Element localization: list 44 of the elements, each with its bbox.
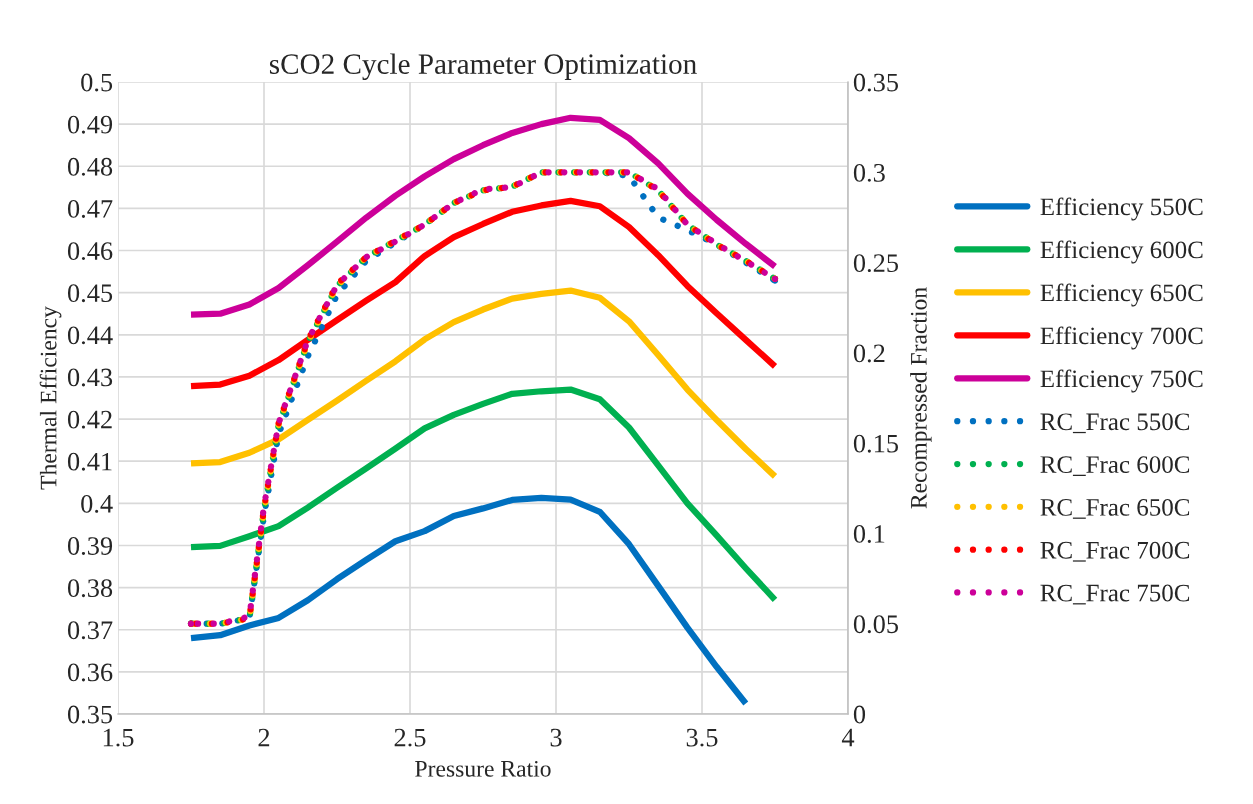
legend-label: RC_Frac 550C <box>1040 413 1190 434</box>
y-tick-label: 0.39 <box>67 537 113 555</box>
y2-tick-label: 0.1 <box>853 525 885 543</box>
y-tick-label: 0.45 <box>67 284 113 303</box>
legend-label: RC_Frac 650C <box>1040 498 1190 519</box>
y-tick-label: 0.46 <box>67 242 113 261</box>
legend-label: Efficiency 600C <box>1040 240 1203 264</box>
legend-label: Efficiency 750C <box>1040 369 1203 393</box>
legend-label: RC_Frac 600C <box>1040 456 1190 476</box>
x-tick-label: 2 <box>258 728 270 747</box>
x-tick-label: 1.5 <box>103 728 134 747</box>
y-axis-title: Thermal Efficiency <box>39 306 62 490</box>
y-tick-label: 0.44 <box>67 326 113 345</box>
y2-tick-label: 0.15 <box>853 434 899 453</box>
y-tick-label: 0.5 <box>81 73 113 92</box>
legend-label: RC_Frac 700C <box>1040 541 1190 562</box>
y-tick-label: 0.43 <box>67 368 113 387</box>
y2-axis-title: Recompressed Fraction <box>910 287 932 509</box>
y-tick-label: 0.37 <box>67 621 113 640</box>
x-tick-label: 3.5 <box>686 728 718 747</box>
y-tick-label: 0.49 <box>67 115 113 134</box>
y-tick-label: 0.38 <box>67 579 113 598</box>
y-tick-label: 0.42 <box>67 410 112 429</box>
chart-title: sCO2 Cycle Parameter Optimization <box>269 53 697 80</box>
y2-tick-label: 0.05 <box>853 615 899 634</box>
x-tick-label: 4 <box>841 728 855 747</box>
x-axis-title: Pressure Ratio <box>415 760 551 777</box>
y2-tick-label: 0.25 <box>853 254 899 273</box>
x-tick-label: 3 <box>550 728 562 747</box>
legend-label: RC_Frac 750C <box>1040 584 1190 605</box>
y2-tick-label: 0.35 <box>853 73 899 92</box>
y-tick-label: 0.4 <box>81 494 113 513</box>
legend-label: Efficiency 650C <box>1040 283 1203 307</box>
y-tick-label: 0.48 <box>67 157 113 176</box>
y2-tick-label: 0 <box>853 705 866 724</box>
y2-tick-label: 0.2 <box>853 344 885 363</box>
y-tick-label: 0.41 <box>67 452 112 471</box>
legend-label: Efficiency 700C <box>1040 326 1203 350</box>
y2-tick-label: 0.3 <box>853 163 885 182</box>
y-tick-label: 0.36 <box>67 663 113 682</box>
legend-label: Efficiency 550C <box>1040 197 1203 221</box>
x-tick-label: 2.5 <box>394 728 426 747</box>
y-tick-label: 0.47 <box>67 200 113 218</box>
y-tick-label: 0.35 <box>67 705 113 724</box>
